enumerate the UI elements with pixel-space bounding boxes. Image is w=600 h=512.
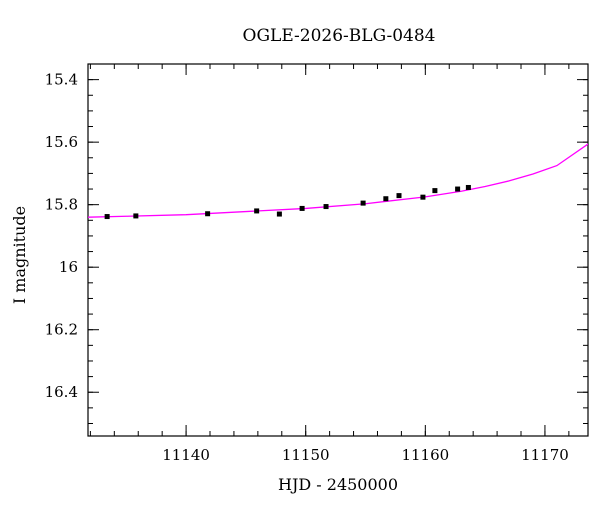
data-point: [133, 213, 139, 219]
x-axis-label: HJD - 2450000: [278, 475, 398, 494]
data-point: [254, 208, 260, 214]
y-tick-label: 16.4: [45, 383, 78, 401]
plot-area: 11140 11150 11160 11170 15.4 15.6 15.8 16 16.2 16…: [45, 63, 589, 464]
y-tick-label: 16.2: [45, 321, 78, 339]
data-point: [299, 205, 305, 211]
data-point: [360, 200, 366, 206]
data-point: [323, 204, 329, 210]
plot-frame: [87, 63, 589, 437]
model-curve: [88, 143, 588, 218]
y-axis-label: I magnitude: [10, 206, 29, 304]
data-point: [205, 211, 211, 217]
data-point: [396, 193, 402, 199]
data-point: [104, 214, 110, 220]
data-point: [276, 211, 282, 217]
data-point: [455, 186, 461, 192]
chart-title: OGLE-2026-BLG-0484: [243, 26, 436, 46]
y-tick-label: 15.6: [45, 133, 78, 151]
x-tick-label: 11170: [521, 446, 569, 464]
data-point: [432, 188, 438, 194]
y-tick-label: 15.8: [45, 196, 78, 214]
x-tick-label: 11160: [401, 446, 449, 464]
y-tick-label: 16: [59, 258, 78, 276]
data-point: [465, 184, 471, 190]
x-tick-label: 11150: [282, 446, 330, 464]
x-tick-label: 11140: [162, 446, 210, 464]
y-tick-label: 15.4: [45, 71, 78, 89]
data-point: [420, 194, 426, 200]
data-point: [383, 196, 389, 202]
